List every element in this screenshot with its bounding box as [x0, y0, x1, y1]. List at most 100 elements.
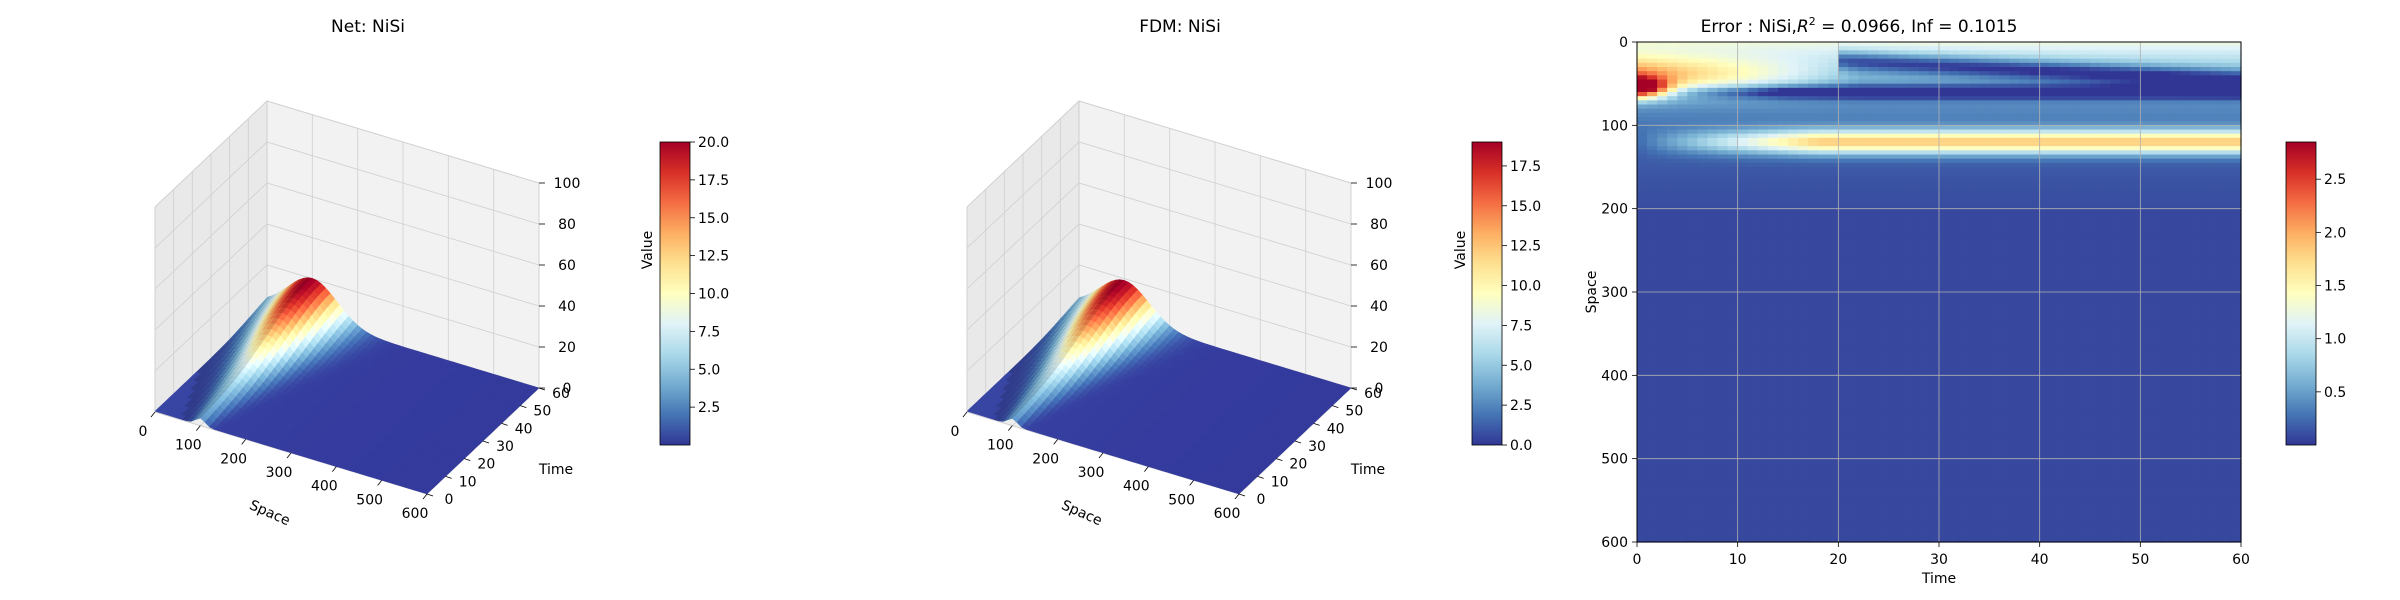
heatmap-cell [1647, 154, 1658, 160]
heatmap-cell [1677, 221, 1688, 226]
colorbar-tick-label: 10.0 [698, 287, 729, 303]
heatmap-cell [1677, 200, 1688, 206]
heatmap-cell [1657, 346, 1668, 351]
heatmap-cell [1637, 329, 1648, 335]
heatmap-cell [1657, 317, 1668, 322]
heatmap-cell [1677, 279, 1688, 285]
heatmap-cell [1637, 50, 1648, 56]
z-tick-label: 20 [558, 340, 576, 356]
heatmap-cell [1737, 429, 1749, 435]
heatmap-cell [1647, 108, 1658, 114]
heatmap-cell [1657, 104, 1668, 110]
error-heatmap: Error : NiSi,R2 = 0.0966, Inf = 0.1015 0… [1584, 15, 2346, 587]
heatmap-cell [1677, 162, 1688, 168]
heatmap-cell [1727, 467, 1739, 472]
heatmap-cell [1657, 333, 1668, 339]
y-tick-label: 20 [477, 457, 495, 473]
x-tick-label: 400 [1123, 479, 1150, 495]
heatmap-cell [1737, 296, 1749, 301]
heatmap-cell [1677, 150, 1688, 156]
x-tick-label: 300 [1078, 465, 1105, 481]
heatmap-cell [1687, 167, 1698, 172]
heatmap-cell [1637, 254, 1648, 260]
heatmap-cell [1697, 50, 1709, 56]
heatmap-cell [1707, 425, 1719, 431]
heatmap-cell [1727, 187, 1739, 193]
heatmap-cell [1637, 404, 1648, 410]
heatmap-cell [1707, 183, 1719, 189]
heatmap-cell [1637, 379, 1648, 385]
heatmap-cell [1667, 96, 1678, 101]
heatmap-cell [1717, 54, 1729, 60]
heatmap-cell [1697, 237, 1709, 243]
heatmap-cell [1697, 267, 1709, 272]
heatmap-cell [1697, 271, 1709, 276]
heatmap-cell [1657, 437, 1668, 443]
heatmap-cell [1697, 208, 1709, 214]
heatmap-cell [1727, 533, 1739, 539]
heatmap-cell [1687, 75, 1698, 81]
heatmap-cell [1637, 75, 1648, 81]
colorbar-tick-label: 12.5 [1510, 239, 1541, 255]
heatmap-cell [1707, 96, 1719, 101]
heatmap-cell [1677, 321, 1688, 326]
heatmap-cell [1677, 487, 1688, 493]
heatmap-cell [1647, 96, 1658, 101]
y-tick-label: 40 [1327, 421, 1345, 437]
heatmap-cell [1687, 137, 1698, 143]
heatmap-cell [1637, 375, 1648, 381]
heatmap-cell [1727, 50, 1739, 56]
heatmap-cell [1677, 354, 1688, 360]
heatmap-cell [1687, 79, 1698, 85]
heatmap-cell [1637, 533, 1648, 539]
colorbar-ticks: 0.02.55.07.510.012.515.017.5 [1502, 159, 1541, 454]
heatmap-cell [1637, 504, 1648, 510]
heatmap-cell [1677, 50, 1688, 56]
heatmap-cell [1737, 467, 1749, 472]
heatmap-cell [1637, 333, 1648, 339]
heatmap-cell [1737, 187, 1749, 193]
heatmap-cell [1697, 300, 1709, 306]
heatmap-cell [1657, 200, 1668, 206]
heatmap-cell [1717, 529, 1729, 535]
heatmap-cell [1647, 292, 1658, 297]
heatmap-cell [1697, 46, 1709, 51]
heatmap-cell [1667, 475, 1678, 481]
heatmap-cell [1687, 358, 1698, 364]
heatmap-cell [1637, 308, 1648, 314]
heatmap-cell [1667, 296, 1678, 301]
heatmap-cell [1667, 375, 1678, 381]
heatmap-cell [1687, 158, 1698, 164]
heatmap-cell [1677, 329, 1688, 335]
heatmap-cell [1717, 429, 1729, 435]
heatmap-cell [1687, 317, 1698, 322]
heatmap-cell [1677, 158, 1688, 164]
heatmap-cell [1657, 254, 1668, 260]
heatmap-cell [1707, 529, 1719, 535]
heatmap-cell [1687, 525, 1698, 531]
heatmap-cell [1687, 517, 1698, 522]
heatmap-cell [1717, 408, 1729, 414]
heatmap-cell [1737, 442, 1749, 447]
heatmap-cell [1697, 446, 1709, 451]
heatmap-cell [1737, 221, 1749, 226]
heatmap-cell [1637, 100, 1648, 106]
heatmap-cell [1667, 417, 1678, 422]
heatmap-cell [1667, 133, 1678, 139]
heatmap-cell [1637, 92, 1648, 97]
heatmap-cell [1707, 504, 1719, 510]
heatmap-cell [1647, 62, 1658, 68]
heatmap-cell [1697, 137, 1709, 143]
heatmap-cell [1667, 379, 1678, 385]
heatmap-cell [1657, 383, 1668, 389]
heatmap-cell [1687, 133, 1698, 139]
heatmap-cell [1667, 317, 1678, 322]
heatmap-cell [1677, 112, 1688, 118]
heatmap-cell [1647, 133, 1658, 139]
heatmap-cell [1687, 504, 1698, 510]
heatmap-cell [1687, 71, 1698, 76]
heatmap-cell [1727, 154, 1739, 160]
chart-title: Error : NiSi,R2 = 0.0966, Inf = 0.1015 [1701, 15, 2018, 37]
heatmap-cell [1737, 458, 1749, 464]
heatmap-cell [1657, 487, 1668, 493]
